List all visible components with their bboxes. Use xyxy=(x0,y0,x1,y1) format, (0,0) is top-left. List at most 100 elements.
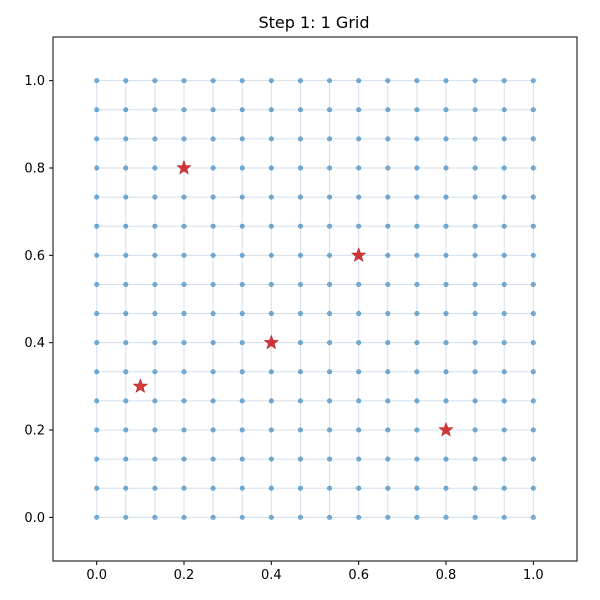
grid-point xyxy=(152,514,158,520)
grid-point xyxy=(297,514,303,520)
y-tick-label: 0.4 xyxy=(24,336,45,351)
grid-point xyxy=(239,165,245,171)
grid-point xyxy=(443,456,449,462)
grid-point xyxy=(268,165,274,171)
grid-point xyxy=(327,107,333,113)
grid-point xyxy=(414,398,420,404)
grid-point xyxy=(210,136,216,142)
grid-point xyxy=(210,311,216,317)
grid-point xyxy=(443,340,449,346)
grid-point xyxy=(297,107,303,113)
grid-point xyxy=(443,281,449,287)
grid-point xyxy=(385,136,391,142)
grid-point xyxy=(530,165,536,171)
x-tick-label: 0.8 xyxy=(436,568,457,583)
grid-point xyxy=(94,514,100,520)
grid-point xyxy=(123,78,129,84)
grid-point xyxy=(152,340,158,346)
grid-point xyxy=(123,281,129,287)
grid-point xyxy=(181,311,187,317)
grid-point xyxy=(472,369,478,375)
grid-point xyxy=(210,340,216,346)
grid-point xyxy=(239,281,245,287)
grid-point xyxy=(181,252,187,258)
grid-point xyxy=(297,485,303,491)
grid-point xyxy=(385,369,391,375)
grid-point xyxy=(297,369,303,375)
grid-point xyxy=(356,311,362,317)
grid-point xyxy=(327,514,333,520)
grid-point xyxy=(94,485,100,491)
grid-point xyxy=(239,311,245,317)
grid-point xyxy=(268,107,274,113)
grid-point xyxy=(501,456,507,462)
grid-point xyxy=(181,456,187,462)
grid-point xyxy=(181,136,187,142)
grid-point xyxy=(385,107,391,113)
grid-point xyxy=(530,514,536,520)
x-tick-label: 0.0 xyxy=(86,568,107,583)
grid-point xyxy=(472,223,478,229)
grid-point xyxy=(472,107,478,113)
grid-point xyxy=(123,252,129,258)
y-axis: 0.0 0.2 0.4 0.6 0.8 1.0 xyxy=(24,74,53,526)
grid-point xyxy=(94,311,100,317)
grid-point xyxy=(181,369,187,375)
grid-point xyxy=(414,78,420,84)
grid-point xyxy=(356,485,362,491)
grid-point xyxy=(443,136,449,142)
grid-point xyxy=(297,427,303,433)
plot-background xyxy=(53,37,577,561)
grid-point xyxy=(239,78,245,84)
grid-point xyxy=(239,514,245,520)
grid-point xyxy=(530,281,536,287)
grid-point xyxy=(181,223,187,229)
grid-point xyxy=(123,369,129,375)
grid-point xyxy=(123,107,129,113)
grid-point xyxy=(443,369,449,375)
grid-point xyxy=(181,485,187,491)
grid-point xyxy=(123,514,129,520)
grid-point xyxy=(152,136,158,142)
grid-point xyxy=(327,340,333,346)
grid-point xyxy=(210,107,216,113)
grid-point xyxy=(443,311,449,317)
grid-point xyxy=(297,136,303,142)
grid-point xyxy=(94,456,100,462)
grid-point xyxy=(385,514,391,520)
grid-point xyxy=(530,485,536,491)
grid-point xyxy=(327,369,333,375)
grid-point xyxy=(327,78,333,84)
grid-point xyxy=(356,107,362,113)
grid-point xyxy=(123,485,129,491)
grid-point xyxy=(152,107,158,113)
grid-lines xyxy=(96,80,534,518)
grid-point xyxy=(152,485,158,491)
grid-point xyxy=(414,252,420,258)
grid-point xyxy=(530,223,536,229)
plot-area xyxy=(52,36,578,562)
star-point xyxy=(132,378,149,393)
grid-point xyxy=(356,223,362,229)
grid-point xyxy=(152,369,158,375)
grid-point xyxy=(268,514,274,520)
grid-points xyxy=(94,78,536,520)
grid-point xyxy=(414,485,420,491)
y-tick-label: 0.6 xyxy=(24,249,45,264)
grid-point xyxy=(181,398,187,404)
grid-point xyxy=(385,194,391,200)
grid-point xyxy=(356,281,362,287)
grid-point xyxy=(327,398,333,404)
grid-point xyxy=(297,456,303,462)
grid-point xyxy=(297,311,303,317)
grid-point xyxy=(210,485,216,491)
grid-point xyxy=(239,398,245,404)
grid-point xyxy=(152,223,158,229)
grid-point xyxy=(181,281,187,287)
grid-point xyxy=(327,194,333,200)
grid-point xyxy=(414,194,420,200)
grid-point xyxy=(239,456,245,462)
grid-point xyxy=(530,311,536,317)
grid-point xyxy=(443,78,449,84)
